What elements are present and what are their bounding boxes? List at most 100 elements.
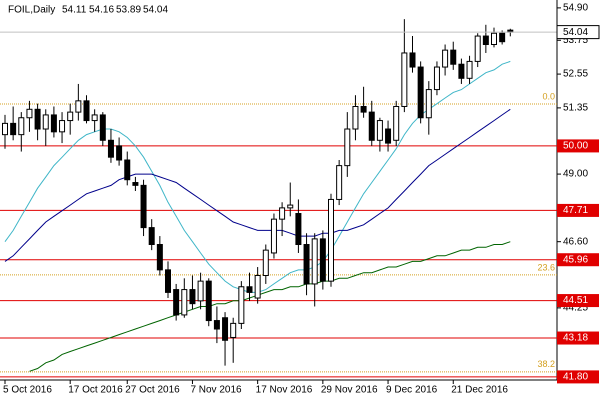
last-price-box [556, 25, 600, 40]
x-tick-label: 17 Nov 2016 [256, 385, 313, 396]
candle-body [466, 60, 473, 79]
candle-body [442, 49, 449, 68]
candle-body [474, 35, 481, 62]
x-tick-label: 9 Dec 2016 [386, 385, 438, 396]
candle-body [132, 182, 139, 186]
candle-body [295, 213, 302, 246]
y-tick-label: 46.60 [563, 236, 588, 247]
candle-body [491, 32, 497, 46]
level-label-box [557, 139, 599, 153]
candle-body [222, 317, 229, 341]
candle-body [83, 100, 90, 122]
moving-average [4, 108, 511, 262]
candle-body [156, 244, 163, 271]
candle-body [238, 286, 245, 324]
y-tick-label: 53.75 [563, 35, 588, 46]
level-label: 47.71 [563, 205, 588, 216]
candle-body [246, 286, 253, 293]
candle-body [368, 111, 375, 141]
candle-body [336, 165, 343, 200]
candle-body [50, 114, 57, 133]
level-label: 41.80 [563, 372, 588, 383]
fib-label: 38.2 [537, 359, 555, 369]
last-price-label: 54.04 [563, 27, 588, 38]
y-tick-label: 44.25 [563, 303, 588, 314]
candle-body [262, 249, 269, 276]
level-label-box [557, 370, 599, 384]
candle-body [482, 35, 489, 46]
candle-body [140, 184, 147, 229]
header-value: 54.04 [143, 5, 168, 16]
header-value: 53.89 [116, 5, 141, 16]
y-tick-label: 52.55 [563, 69, 588, 80]
x-tick-label: 5 Oct 2016 [3, 385, 52, 396]
candle-body [409, 52, 416, 68]
level-label: 43.18 [563, 333, 588, 344]
candle-body [197, 280, 204, 302]
y-tick-label: 54.90 [563, 3, 588, 14]
candle-body [59, 120, 66, 133]
candle-body [303, 244, 310, 285]
candle-body [205, 280, 212, 322]
moving-average [29, 241, 511, 372]
x-tick-label: 17 Oct 2016 [68, 385, 123, 396]
candle-body [425, 89, 432, 119]
candle-body [75, 100, 82, 113]
candle-body [165, 269, 171, 293]
candle-body [328, 198, 334, 282]
level-label-box [557, 331, 599, 345]
candle-body [433, 66, 440, 91]
candle-body [254, 274, 261, 299]
candle-body [450, 49, 457, 65]
x-tick-label: 21 Dec 2016 [451, 385, 508, 396]
chart-title: FOIL,Daily [8, 5, 55, 16]
level-label-box [557, 253, 599, 267]
fib-label: 23.6 [537, 262, 555, 272]
candle-body [458, 63, 465, 79]
x-tick-label: 29 Nov 2016 [321, 385, 378, 396]
candle-body [376, 120, 383, 141]
candle-body [67, 111, 74, 122]
candle-body [230, 322, 237, 338]
candle-body [173, 289, 180, 316]
level-label: 50.00 [563, 141, 588, 152]
candle-body [124, 159, 131, 181]
header-value: 54.16 [89, 5, 114, 16]
level-label: 45.96 [563, 254, 588, 265]
candle-body [287, 204, 294, 209]
x-tick-label: 27 Oct 2016 [125, 385, 180, 396]
level-label: 44.51 [563, 295, 588, 306]
candle-body [181, 289, 188, 316]
candle-body [360, 105, 367, 113]
candle-body [352, 105, 359, 130]
candle-body [270, 218, 277, 254]
candle-body [499, 32, 506, 43]
fib-label: 0.0 [542, 91, 555, 101]
y-tick-label: 49.00 [563, 169, 588, 180]
candle-body [18, 117, 25, 136]
level-label-box [557, 294, 599, 308]
candle-body [311, 238, 318, 285]
header-value: 54.11 [62, 5, 87, 16]
candle-body [26, 108, 33, 119]
candle-body [91, 114, 98, 122]
candle-body [393, 105, 400, 141]
candle-body [148, 227, 155, 246]
candle-body [417, 66, 424, 119]
candle-body [401, 52, 408, 107]
candle-body [213, 320, 220, 330]
candle-body [42, 114, 49, 130]
candle-body [107, 139, 114, 158]
candle-body [34, 108, 41, 130]
y-tick-label: 51.35 [563, 103, 588, 114]
candle-body [189, 289, 196, 305]
candle-body [385, 128, 392, 144]
candle-body [10, 122, 17, 136]
candle-body [2, 122, 8, 136]
level-label-box [557, 203, 599, 217]
candle-body [319, 238, 326, 282]
candle-body [99, 114, 106, 141]
candle-body [279, 207, 286, 220]
